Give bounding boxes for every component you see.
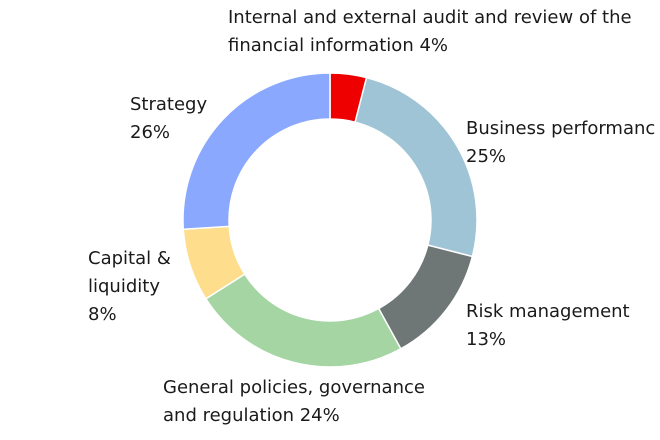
slice-label-line: and regulation 24%	[163, 405, 340, 426]
slice-strategy	[182, 72, 331, 231]
slice-label-line: Risk management	[466, 301, 630, 322]
slice-label-capital-liquidity: Capital & liquidity 8%	[88, 245, 171, 329]
donut-slices	[182, 72, 478, 368]
slice-label-line: liquidity	[88, 276, 160, 297]
slice-label-line: 26%	[130, 122, 171, 143]
slice-label-audit: Internal and external audit and review o…	[228, 4, 632, 60]
slice-business-performance	[354, 76, 478, 258]
slice-label-line: 8%	[88, 304, 117, 325]
slice-general-policies	[204, 273, 402, 368]
slice-label-line: General policies, governance	[163, 377, 425, 398]
slice-label-line: Strategy	[130, 94, 208, 115]
slice-label-line: Capital &	[88, 248, 171, 269]
slice-label-line: 25%	[466, 146, 507, 167]
slice-label-business-performance: Business performanc 25%	[466, 115, 655, 171]
slice-label-line: Business performanc	[466, 118, 656, 139]
slice-label-strategy: Strategy 26%	[130, 91, 207, 147]
slice-label-line: 13%	[466, 329, 507, 350]
slice-label-line: financial information 4%	[228, 35, 448, 56]
slice-label-general-policies: General policies, governance and regulat…	[163, 374, 425, 430]
slice-label-line: Internal and external audit and review o…	[228, 7, 632, 28]
slice-label-risk-management: Risk management 13%	[466, 298, 630, 354]
